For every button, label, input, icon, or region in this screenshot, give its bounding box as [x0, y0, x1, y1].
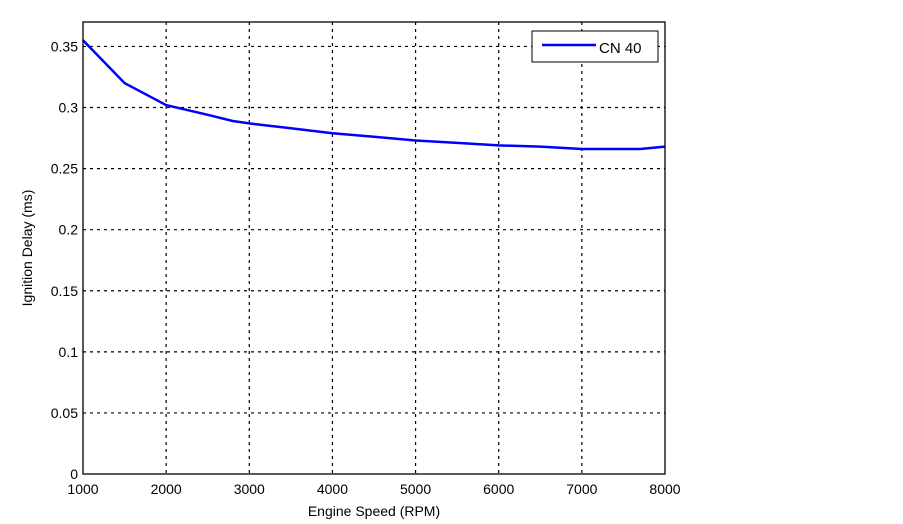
x-tick-label: 7000 — [566, 481, 597, 497]
legend-label-cn40: CN 40 — [599, 40, 642, 57]
x-tick-label: 5000 — [400, 481, 431, 497]
x-tick-label: 3000 — [234, 481, 265, 497]
y-tick-label: 0.1 — [59, 344, 79, 360]
series-layer — [82, 39, 666, 151]
series-line-cn40 — [82, 39, 666, 151]
tick-labels: 1000 2000 3000 4000 5000 6000 7000 8000 0 0.05 0.1… — [51, 38, 681, 497]
legend: CN 40 — [531, 30, 659, 63]
y-tick-label: 0.15 — [51, 283, 78, 299]
y-tick-label: 0 — [70, 466, 78, 482]
x-tick-label: 2000 — [151, 481, 182, 497]
x-tick-label: 6000 — [483, 481, 514, 497]
y-tick-label: 0.05 — [51, 405, 78, 421]
x-tick-label: 8000 — [649, 481, 680, 497]
y-tick-label: 0.3 — [59, 100, 79, 116]
y-tick-label: 0.25 — [51, 161, 78, 177]
y-axis-label: Ignition Delay (ms) — [19, 190, 35, 307]
y-tick-label: 0.35 — [51, 38, 78, 54]
x-axis-label: Engine Speed (RPM) — [308, 503, 440, 519]
x-tick-label: 4000 — [317, 481, 348, 497]
legend-box — [531, 30, 659, 63]
grid — [83, 22, 665, 474]
plot-frame — [82, 21, 666, 475]
x-tick-label: 1000 — [67, 481, 98, 497]
y-tick-label: 0.2 — [59, 222, 79, 238]
